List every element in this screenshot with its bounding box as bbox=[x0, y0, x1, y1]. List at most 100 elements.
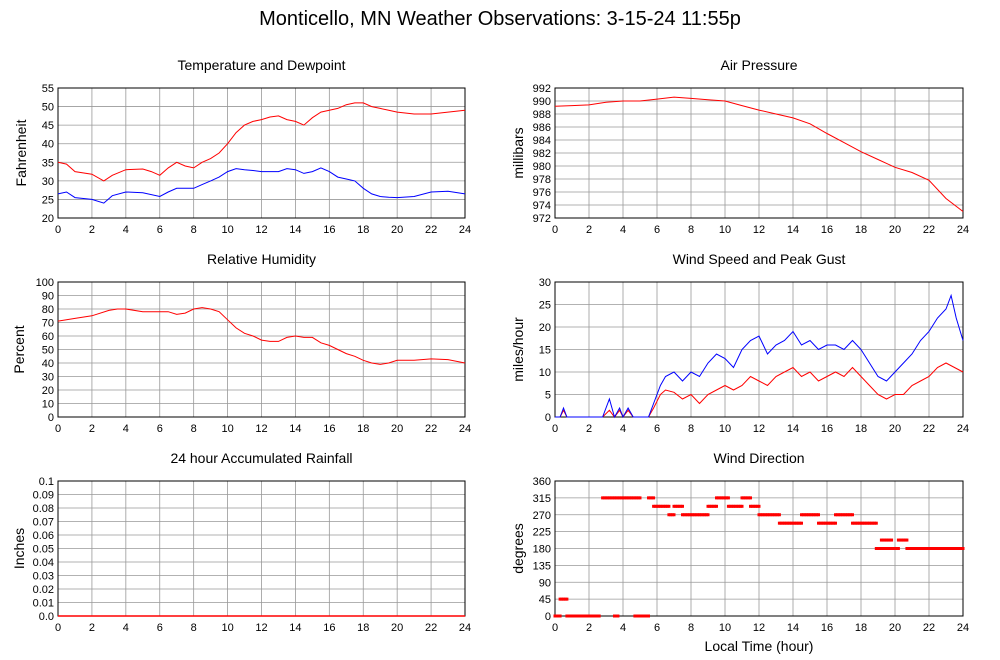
y-tick-label: 30 bbox=[42, 176, 54, 188]
direction-point bbox=[684, 513, 688, 517]
direction-point bbox=[682, 513, 686, 517]
y-tick-label: 100 bbox=[36, 277, 54, 289]
x-tick-label: 10 bbox=[719, 224, 731, 236]
direction-point bbox=[616, 614, 620, 618]
x-tick-label: 2 bbox=[89, 423, 95, 435]
direction-point bbox=[669, 513, 673, 517]
y-tick-label: 0.05 bbox=[33, 544, 54, 556]
direction-point bbox=[648, 496, 652, 500]
direction-point bbox=[956, 547, 960, 550]
x-tick-label: 6 bbox=[654, 622, 660, 634]
direction-point bbox=[954, 547, 958, 550]
x-tick-label: 16 bbox=[323, 224, 335, 236]
direction-point bbox=[609, 496, 613, 500]
plot-frame bbox=[57, 281, 466, 418]
direction-point bbox=[643, 614, 647, 618]
direction-point bbox=[674, 504, 678, 508]
direction-point bbox=[893, 547, 897, 550]
x-tick-label: 16 bbox=[821, 622, 833, 634]
x-tick-label: 0 bbox=[552, 622, 558, 634]
direction-point bbox=[725, 496, 729, 500]
y-axis-label: Inches bbox=[11, 528, 27, 569]
x-tick-label: 22 bbox=[923, 622, 935, 634]
direction-point bbox=[919, 547, 922, 550]
x-tick-label: 12 bbox=[753, 423, 765, 435]
y-tick-label: 972 bbox=[533, 213, 551, 225]
direction-point bbox=[934, 547, 938, 550]
y-tick-label: 135 bbox=[533, 560, 551, 572]
direction-point bbox=[626, 496, 630, 500]
direction-point bbox=[900, 538, 904, 542]
direction-point bbox=[709, 504, 713, 508]
x-tick-label: 0 bbox=[55, 423, 61, 435]
direction-point bbox=[624, 496, 628, 500]
direction-point bbox=[847, 513, 851, 517]
y-tick-label: 992 bbox=[533, 83, 551, 95]
direction-point bbox=[917, 547, 921, 550]
direction-point bbox=[573, 614, 577, 618]
direction-point bbox=[927, 547, 931, 550]
x-tick-label: 20 bbox=[391, 622, 403, 634]
direction-point bbox=[745, 496, 749, 500]
direction-point bbox=[655, 504, 659, 508]
direction-point bbox=[716, 496, 720, 500]
direction-point bbox=[886, 538, 890, 542]
direction-point bbox=[898, 538, 902, 542]
direction-point bbox=[925, 547, 929, 550]
x-tick-label: 20 bbox=[391, 423, 403, 435]
direction-point bbox=[881, 538, 885, 542]
direction-point bbox=[905, 547, 909, 550]
y-tick-label: 978 bbox=[533, 174, 551, 186]
y-tick-label: 0 bbox=[545, 412, 551, 424]
direction-point bbox=[708, 504, 712, 508]
direction-point bbox=[823, 521, 827, 525]
direction-point bbox=[616, 496, 620, 500]
x-tick-label: 6 bbox=[157, 423, 163, 435]
direction-point bbox=[587, 614, 591, 618]
direction-point bbox=[742, 496, 746, 500]
direction-point bbox=[633, 496, 637, 500]
y-axis-label: Percent bbox=[11, 325, 27, 373]
direction-point bbox=[694, 513, 698, 517]
y-tick-label: 35 bbox=[42, 157, 54, 169]
chart-direction: 0 2 4 6 8 10 12 14 16 18 20 22 240459013518022527031… bbox=[510, 450, 969, 634]
x-tick-label: 10 bbox=[221, 423, 233, 435]
x-tick-label: 8 bbox=[688, 423, 694, 435]
direction-point bbox=[640, 614, 644, 618]
direction-point bbox=[868, 521, 871, 525]
direction-point bbox=[762, 513, 766, 517]
direction-point bbox=[910, 547, 914, 550]
direction-point bbox=[783, 521, 786, 525]
direction-point bbox=[560, 597, 564, 601]
direction-point bbox=[749, 496, 752, 500]
direction-point bbox=[903, 538, 907, 542]
direction-point bbox=[813, 513, 817, 517]
x-tick-label: 24 bbox=[957, 423, 969, 435]
direction-point bbox=[924, 547, 928, 550]
direction-point bbox=[801, 513, 805, 517]
y-tick-label: 0.1 bbox=[39, 476, 54, 488]
direction-point bbox=[662, 504, 666, 508]
direction-point bbox=[721, 496, 725, 500]
x-tick-label: 22 bbox=[425, 423, 437, 435]
direction-point bbox=[896, 547, 900, 550]
y-tick-label: 5 bbox=[545, 390, 551, 402]
direction-point bbox=[871, 521, 875, 525]
direction-point bbox=[618, 496, 622, 500]
direction-point bbox=[631, 496, 635, 500]
y-tick-label: 0.06 bbox=[33, 530, 54, 542]
direction-point bbox=[793, 521, 797, 525]
x-axis-label: Local Time (hour) bbox=[705, 638, 814, 654]
direction-point bbox=[614, 496, 618, 500]
x-tick-label: 16 bbox=[323, 622, 335, 634]
y-tick-label: 30 bbox=[42, 372, 54, 384]
direction-point bbox=[798, 521, 802, 525]
direction-point bbox=[701, 513, 705, 517]
direction-point bbox=[907, 547, 911, 550]
direction-point bbox=[888, 547, 892, 550]
direction-point bbox=[883, 538, 887, 542]
direction-point bbox=[885, 538, 888, 542]
direction-point bbox=[944, 547, 948, 550]
direction-point bbox=[596, 614, 599, 618]
